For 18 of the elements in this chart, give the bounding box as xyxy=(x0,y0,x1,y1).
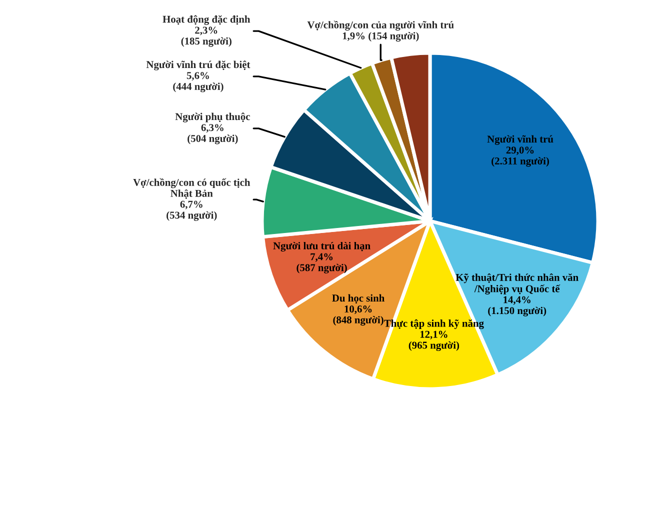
data-label: 29,0% (2.311 người) xyxy=(492,146,549,167)
slice-label: Vợ/chồng/con có quốc tịch Nhật Bản xyxy=(133,178,250,199)
data-label: 2,3% (185 người) xyxy=(181,26,232,47)
slice-label: Người lưu trú dài hạn xyxy=(273,242,370,252)
data-label: 6,3% (504 người) xyxy=(188,124,238,144)
slice-label: Người phụ thuộc xyxy=(175,112,250,122)
data-label: 12,1% (965 người) xyxy=(408,330,460,351)
data-label: 14,4% (1.150 người) xyxy=(488,296,546,316)
data-label: 6,7% (534 người) xyxy=(166,200,217,221)
slice-label: Du học sinh xyxy=(332,294,384,304)
slice-label: Vợ/chồng/con của người vĩnh trú xyxy=(307,20,454,31)
data-label: 5,6% (444 người) xyxy=(173,72,224,92)
data-label: 10,6% (848 người) xyxy=(333,305,384,326)
slice-label: Hoạt động đặc định xyxy=(162,15,250,25)
slice-label: Người vĩnh trú xyxy=(487,135,554,145)
data-label: 1,9% (154 người) xyxy=(342,32,419,42)
slice-label: Người vĩnh trú đặc biệt xyxy=(146,60,250,70)
data-label: 7,4% (587 người) xyxy=(296,253,347,274)
